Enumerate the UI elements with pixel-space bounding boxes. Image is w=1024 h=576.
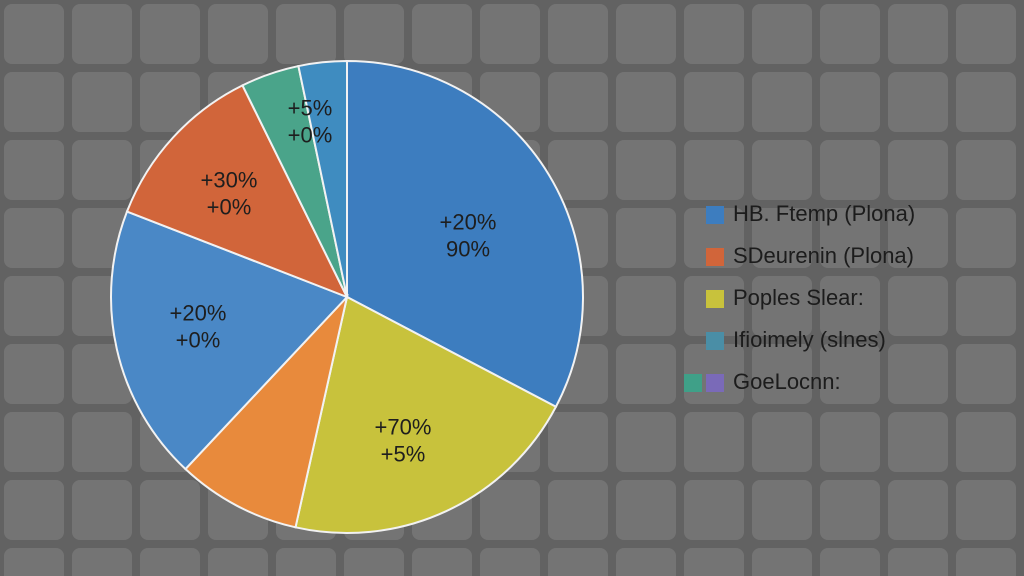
pie-slice	[297, 59, 348, 298]
slice-label: +5%	[381, 441, 426, 466]
legend-swatch	[706, 206, 724, 224]
pie-slice	[346, 59, 584, 409]
legend-swatch	[706, 332, 724, 350]
legend-label: Poples Slear:	[733, 285, 864, 310]
slice-label: +30%	[201, 167, 258, 192]
pie: +20%90%+70%+5%+20%+0%+30%+0%+5%+0%	[110, 59, 584, 534]
slice-label: +20%	[170, 300, 227, 325]
slice-label: +5%	[288, 95, 333, 120]
slice-label: 90%	[446, 236, 490, 261]
legend-label: GoeLocnn:	[733, 369, 841, 394]
slice-label: +0%	[288, 122, 333, 147]
legend-swatch	[706, 374, 724, 392]
slice-label: +20%	[440, 209, 497, 234]
slice-label: +0%	[176, 327, 221, 352]
legend-label: SDeurenin (Plona)	[733, 243, 914, 268]
legend-label: HB. Ftemp (Plona)	[733, 201, 915, 226]
legend-swatch	[706, 248, 724, 266]
pie-slice	[110, 210, 349, 471]
legend-swatch	[684, 374, 702, 392]
legend-label: Ifioimely (slnes)	[733, 327, 886, 352]
legend: HB. Ftemp (Plona) SDeurenin (Plona) Poples…	[684, 201, 915, 394]
pie-slice	[125, 84, 350, 299]
legend-swatch	[706, 290, 724, 308]
pie-slice	[184, 293, 349, 529]
slice-label: +0%	[207, 194, 252, 219]
slice-label: +70%	[375, 414, 432, 439]
pie-slice	[294, 295, 558, 534]
